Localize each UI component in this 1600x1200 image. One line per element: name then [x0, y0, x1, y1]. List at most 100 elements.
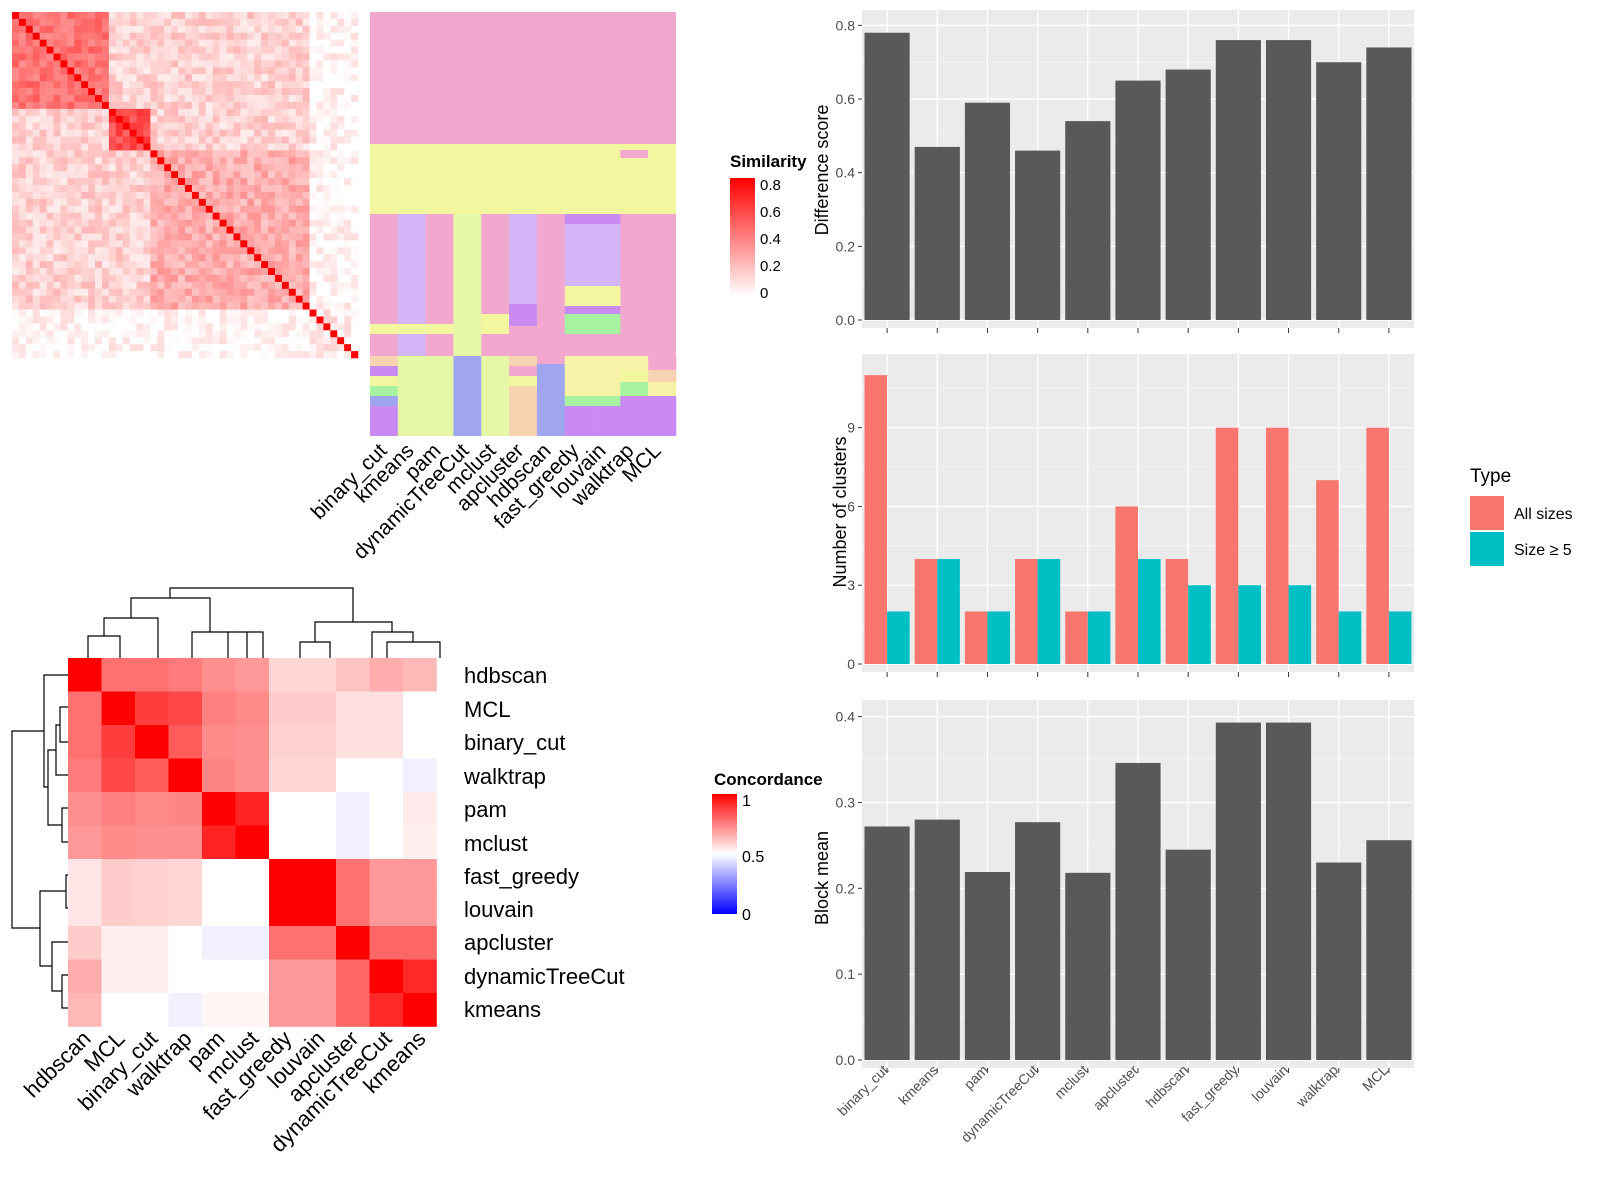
similarity-cell [39, 157, 47, 165]
similarity-cell [302, 32, 310, 40]
similarity-cell [74, 136, 82, 144]
similarity-cell [309, 101, 317, 110]
similarity-cell [191, 185, 200, 193]
similarity-cell [67, 337, 75, 345]
similarity-cell [46, 81, 54, 89]
similarity-cell [171, 136, 179, 144]
similarity-cell [150, 18, 158, 27]
similarity-cell [288, 74, 297, 82]
similarity-cell [46, 46, 54, 54]
similarity-cell [32, 274, 40, 283]
similarity-cell [212, 281, 220, 290]
similarity-cell [316, 12, 324, 20]
similarity-cell [316, 240, 324, 248]
similarity-cell [254, 108, 262, 117]
similarity-cell [18, 122, 27, 130]
similarity-cell [122, 150, 130, 158]
similarity-cell [95, 185, 103, 193]
similarity-cell [95, 39, 103, 47]
similarity-cell [323, 171, 331, 179]
similarity-cell [344, 108, 352, 117]
similarity-cell [302, 46, 310, 54]
similarity-cell [150, 108, 158, 117]
similarity-heatmap [12, 12, 359, 359]
similarity-cell [316, 143, 324, 151]
similarity-cell [219, 240, 227, 248]
similarity-cell [254, 344, 262, 352]
similarity-cell [191, 171, 200, 179]
similarity-cell [67, 309, 75, 317]
similarity-cell [95, 247, 103, 255]
similarity-cell [240, 53, 248, 61]
similarity-cell [136, 198, 144, 207]
similarity-cell [295, 330, 303, 338]
similarity-cell [185, 74, 193, 82]
similarity-cell [288, 330, 297, 338]
similarity-cell [247, 143, 255, 151]
type-legend-key-all-sizes [1470, 496, 1504, 530]
similarity-cell [108, 60, 117, 68]
similarity-cell [309, 122, 317, 130]
concordance-cell [369, 993, 404, 1027]
difference-score-chart: 0.00.20.40.60.8 [836, 10, 1414, 333]
similarity-cell [18, 81, 27, 89]
similarity-cell [302, 274, 310, 283]
similarity-cell [288, 46, 297, 54]
similarity-cell [101, 198, 110, 207]
similarity-cell [261, 53, 269, 61]
similarity-cell [101, 46, 110, 54]
similarity-cell [323, 178, 331, 186]
similarity-cell [171, 81, 179, 89]
similarity-cell [198, 171, 207, 179]
similarity-cell [268, 157, 276, 165]
similarity-cell [295, 316, 303, 324]
similarity-cell [330, 67, 338, 75]
similarity-cell [88, 60, 96, 68]
similarity-cell [274, 309, 283, 317]
similarity-cell [219, 12, 227, 20]
similarity-cell [74, 323, 82, 331]
similarity-cell [226, 101, 234, 110]
similarity-cell [60, 281, 68, 290]
similarity-cell [12, 101, 20, 110]
similarity-cell [268, 330, 276, 338]
similarity-cell [323, 81, 331, 89]
similarity-cell [150, 53, 158, 61]
concordance-cell [336, 792, 370, 826]
similarity-cell [39, 95, 47, 103]
similarity-legend-title: Similarity [730, 152, 807, 171]
similarity-cell [316, 178, 324, 186]
similarity-cell [18, 53, 27, 61]
similarity-cell [337, 247, 345, 255]
similarity-cell [39, 88, 47, 96]
similarity-cell [67, 191, 75, 200]
similarity-cell [67, 136, 75, 144]
similarity-cell [53, 302, 61, 310]
similarity-cell [219, 101, 227, 110]
similarity-cell [351, 12, 359, 20]
similarity-cell [32, 226, 40, 234]
similarity-cell [351, 295, 359, 303]
similarity-cell [268, 281, 276, 290]
similarity-cell [143, 32, 151, 40]
similarity-cell [337, 32, 345, 40]
similarity-cell [53, 46, 61, 54]
similarity-cell [60, 212, 68, 220]
similarity-cell [268, 164, 276, 172]
similarity-cell [330, 191, 338, 200]
similarity-cell [268, 25, 276, 34]
similarity-cell [25, 274, 34, 283]
similarity-cell [46, 226, 54, 234]
similarity-cell [219, 323, 227, 331]
similarity-cell [302, 129, 310, 137]
similarity-cell [226, 88, 234, 96]
similarity-cell [344, 247, 352, 255]
similarity-cell [330, 330, 338, 338]
similarity-cell [60, 323, 68, 331]
assign-segment [564, 396, 593, 406]
concordance-cell [302, 758, 337, 793]
similarity-cell [157, 101, 165, 110]
similarity-cell [95, 198, 103, 207]
similarity-cell [25, 233, 34, 241]
